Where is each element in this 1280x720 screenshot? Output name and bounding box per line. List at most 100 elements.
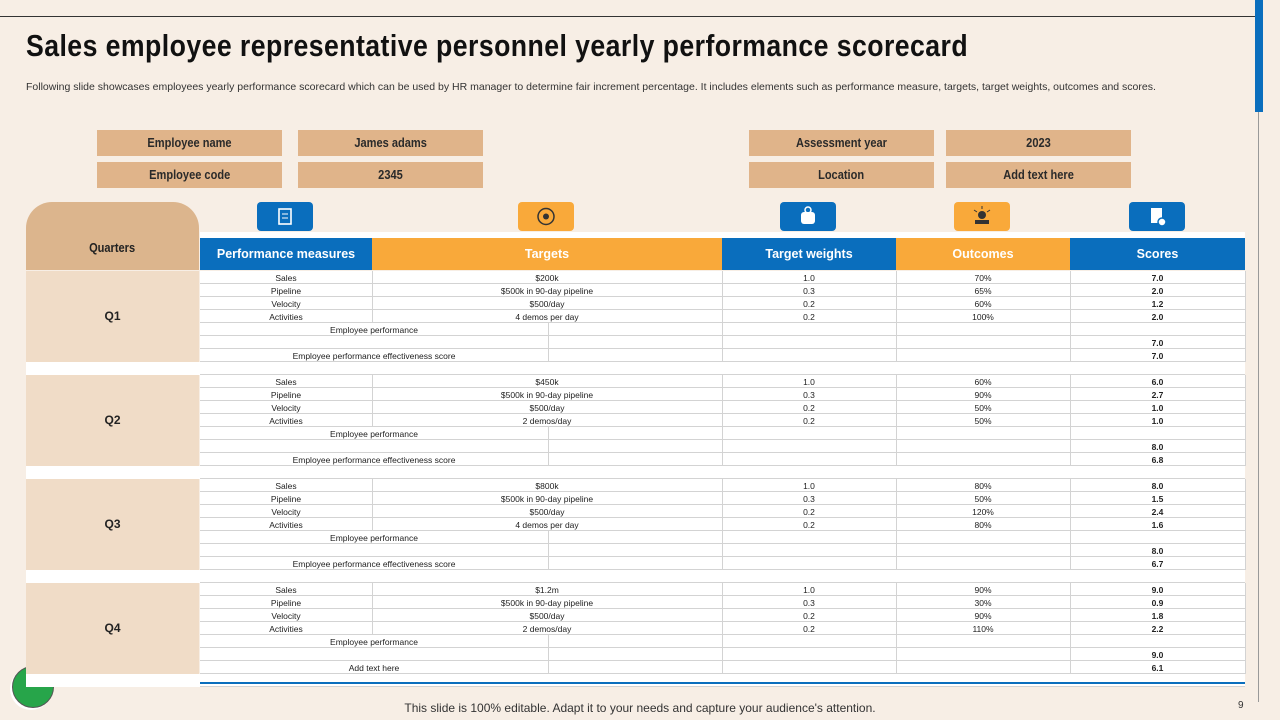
grid-line: [1245, 557, 1246, 570]
outcome: 90%: [974, 611, 992, 621]
grid-line: [1070, 531, 1071, 544]
grid-line: [1245, 284, 1246, 297]
grid-line: [1070, 375, 1071, 388]
effectiveness-score: 6.8: [1151, 455, 1164, 465]
grid-line: [548, 323, 549, 336]
grid-line: [722, 453, 723, 466]
info-box: James adams: [298, 130, 483, 156]
employee-performance-score: 7.0: [1151, 338, 1164, 348]
grid-line: [548, 427, 549, 440]
grid-line: [372, 583, 373, 596]
grid-line: [896, 453, 897, 466]
grid-line: [548, 557, 549, 570]
measure: Sales: [275, 585, 297, 595]
grid-line: [1245, 336, 1246, 349]
grid-line: [1245, 427, 1246, 440]
weight: 0.2: [803, 416, 815, 426]
quarter-cell: Q2: [26, 375, 199, 466]
page-number: 9: [1238, 700, 1244, 711]
outcome: 30%: [974, 598, 992, 608]
grid-line: [722, 518, 723, 531]
grid-line: [896, 531, 897, 544]
outcome: 120%: [972, 507, 994, 517]
table-row: [200, 674, 1245, 687]
accent-bar: [1255, 0, 1263, 112]
grid-line: [896, 297, 897, 310]
footer-note: This slide is 100% editable. Adapt it to…: [404, 701, 876, 715]
quarter-strip: [26, 362, 200, 375]
target: $500k in 90-day pipeline: [500, 286, 594, 296]
quarter-strip: [26, 674, 200, 687]
grid-line: [1070, 505, 1071, 518]
weight: 0.3: [803, 286, 815, 296]
score: 1.0: [1151, 416, 1164, 426]
column-header: Outcomes: [896, 238, 1070, 270]
employee-performance: Employee performance: [330, 637, 418, 647]
grid-line: [722, 622, 723, 635]
quarter-cell: Q1: [26, 271, 199, 362]
grid-line: [372, 596, 373, 609]
grid-line: [372, 622, 373, 635]
grid-line: [896, 271, 897, 284]
grid-line: [896, 583, 897, 596]
info-text: Assessment year: [796, 135, 887, 150]
grid-line: [722, 557, 723, 570]
info-text: James adams: [354, 135, 427, 150]
grid-line: [1245, 271, 1246, 284]
grid-line: [1070, 557, 1071, 570]
grid-line: [1070, 635, 1071, 648]
effectiveness-label: Employee performance effectiveness score: [292, 351, 456, 361]
grid-line: [1070, 440, 1071, 453]
grid-line: [372, 505, 373, 518]
grid-line: [1245, 297, 1246, 310]
target: $500/day: [529, 507, 565, 517]
employee-performance-score: 9.0: [1151, 650, 1164, 660]
weight: 0.2: [803, 624, 815, 634]
measure: Sales: [275, 377, 297, 387]
effectiveness-label: Add text here: [348, 663, 400, 673]
grid-line: [1245, 349, 1246, 362]
outcome: 60%: [974, 299, 992, 309]
grid-line: [896, 414, 897, 427]
grid-line: [896, 648, 897, 661]
table-row: [200, 466, 1245, 479]
weight: 1.0: [803, 273, 815, 283]
weight: 1.0: [803, 377, 815, 387]
grid-line: [1070, 648, 1071, 661]
grid-line: [372, 609, 373, 622]
grid-line: [548, 648, 549, 661]
grid-line: [548, 349, 549, 362]
outcome: 70%: [974, 273, 992, 283]
info-text: Employee code: [148, 167, 231, 182]
target: $200k: [535, 273, 559, 283]
grid-line: [722, 349, 723, 362]
grid-line: [1245, 388, 1246, 401]
score: 2.2: [1151, 624, 1164, 634]
grid-line: [548, 635, 549, 648]
score: 1.0: [1151, 403, 1164, 413]
table-top: [200, 232, 1245, 238]
title: Sales employee representative personnel …: [26, 28, 969, 63]
grid-line: [722, 271, 723, 284]
score: 1.5: [1151, 494, 1164, 504]
grid-line: [1070, 596, 1071, 609]
grid-line: [1070, 336, 1071, 349]
grid-line: [1245, 609, 1246, 622]
measure: Velocity: [271, 299, 301, 309]
measure: Sales: [275, 273, 297, 283]
grid-line: [722, 284, 723, 297]
effectiveness-label: Employee performance effectiveness score: [292, 455, 456, 465]
outcome: 90%: [974, 585, 992, 595]
grid-line: [548, 453, 549, 466]
grid-line: [1245, 375, 1246, 388]
grid-line: [722, 635, 723, 648]
grid-line: [896, 609, 897, 622]
info-text: Location: [818, 167, 865, 182]
target: $500k in 90-day pipeline: [500, 494, 594, 504]
grid-line: [722, 544, 723, 557]
icon: [518, 202, 574, 231]
table-bottom: [200, 682, 1245, 684]
weight: 0.3: [803, 390, 815, 400]
target: 4 demos per day: [515, 312, 579, 322]
